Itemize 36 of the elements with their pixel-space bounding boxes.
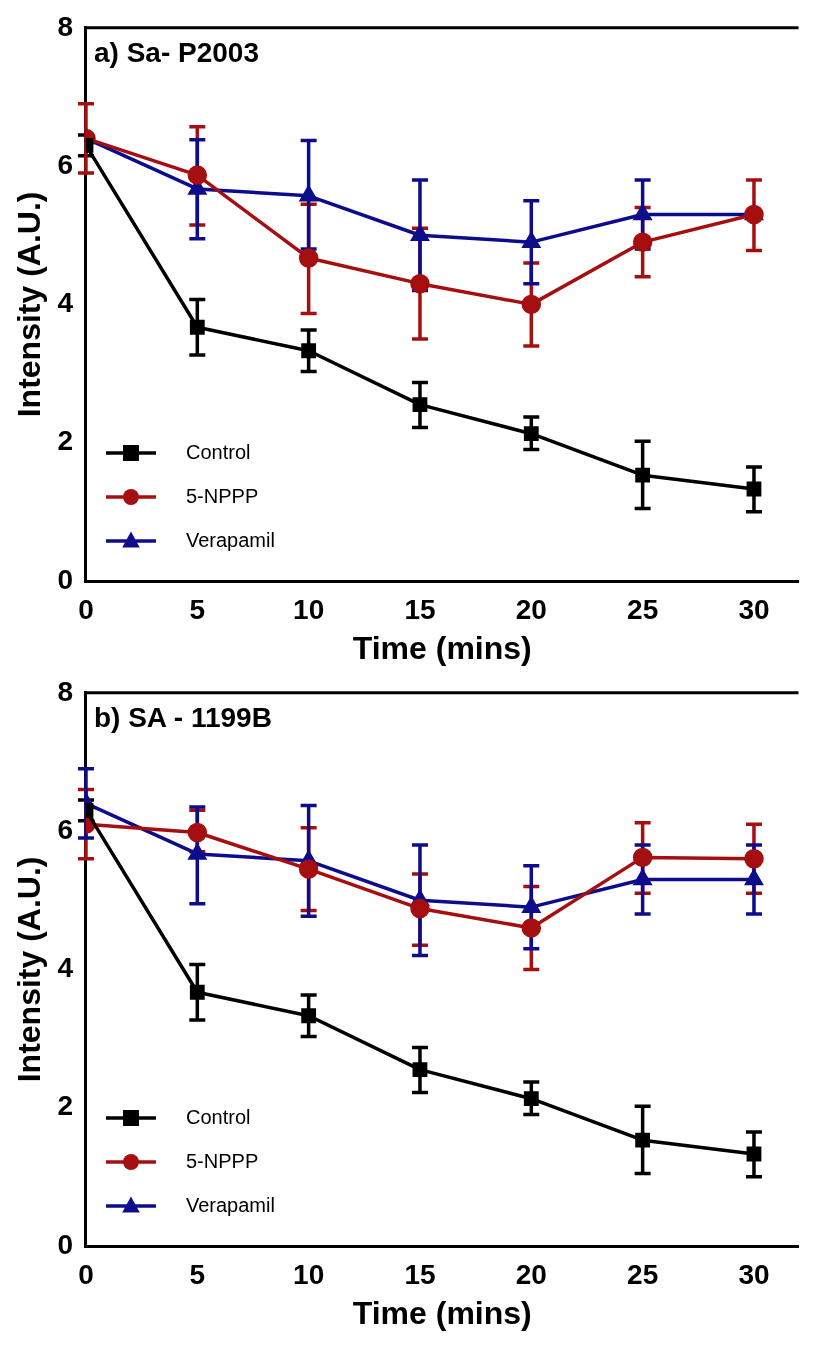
x-tick-label: 25 <box>627 1258 659 1290</box>
legend-label: 5-NPPP <box>185 484 259 507</box>
x-tick-label: 15 <box>404 1258 436 1290</box>
y-tick-label: 4 <box>57 287 74 319</box>
x-axis-title: Time (mins) <box>352 629 532 666</box>
x-tick-label: 0 <box>78 1258 94 1290</box>
y-tick-label: 6 <box>57 813 73 845</box>
y-tick-label: 2 <box>57 425 73 457</box>
legend-label: Verapamil <box>185 528 275 551</box>
x-tick-label: 5 <box>189 1258 206 1290</box>
y-tick-label: 2 <box>57 1090 73 1122</box>
legend-label: 5-NPPP <box>185 1149 259 1172</box>
y-axis-title: Intensity (A.U.) <box>11 856 48 1083</box>
y-axis-title: Intensity (A.U.) <box>11 191 48 418</box>
x-tick-label: 15 <box>404 593 436 625</box>
y-tick-label: 8 <box>57 10 73 42</box>
y-tick-label: 6 <box>57 148 73 180</box>
x-tick-label: 30 <box>738 593 770 625</box>
x-tick-label: 30 <box>738 1258 770 1290</box>
y-tick-label: 8 <box>57 675 73 707</box>
x-tick-label: 20 <box>515 1258 547 1290</box>
chart-title: b) SA - 1199B <box>93 701 272 733</box>
x-axis-title: Time (mins) <box>352 1294 532 1331</box>
y-tick-label: 0 <box>57 1228 73 1260</box>
x-tick-label: 20 <box>515 593 547 625</box>
x-tick-label: 25 <box>627 593 659 625</box>
x-tick-label: 10 <box>293 1258 325 1290</box>
x-tick-label: 0 <box>78 593 94 625</box>
legend-label: Control <box>185 440 251 463</box>
chart-title: a) Sa- P2003 <box>93 36 259 68</box>
x-tick-label: 5 <box>189 593 206 625</box>
y-tick-label: 0 <box>57 563 73 595</box>
y-tick-label: 4 <box>57 952 74 984</box>
x-tick-label: 10 <box>293 593 325 625</box>
legend-label: Verapamil <box>185 1193 275 1216</box>
legend-label: Control <box>185 1105 251 1128</box>
